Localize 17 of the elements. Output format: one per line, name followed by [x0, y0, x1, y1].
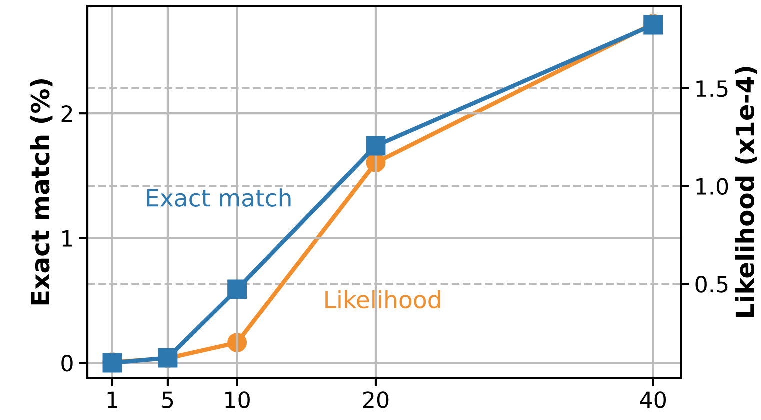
y-tick-label: 2	[62, 106, 72, 122]
series-label: Likelihood	[326, 290, 440, 309]
y-tick-label: 1	[62, 230, 72, 247]
y2-tick-label: 0.5	[696, 276, 728, 293]
y-axis-title: Exact match (%)	[30, 79, 53, 305]
y2-tick-label: 1.5	[696, 80, 728, 98]
point	[228, 280, 248, 300]
series-label: Exact match	[147, 188, 291, 207]
x-tick-label: 5	[162, 392, 174, 408]
y2-axis-title: Likelihood (x1e-4)	[735, 67, 758, 318]
x-tick-label: 1	[108, 392, 118, 408]
y-tick-label: 0	[62, 354, 73, 372]
x-tick-label: 40	[640, 392, 666, 408]
y2-tick-label: 1.0	[696, 178, 728, 196]
x-tick-label: 10	[226, 392, 250, 408]
point	[366, 136, 386, 156]
x-tick-label: 20	[363, 392, 389, 408]
